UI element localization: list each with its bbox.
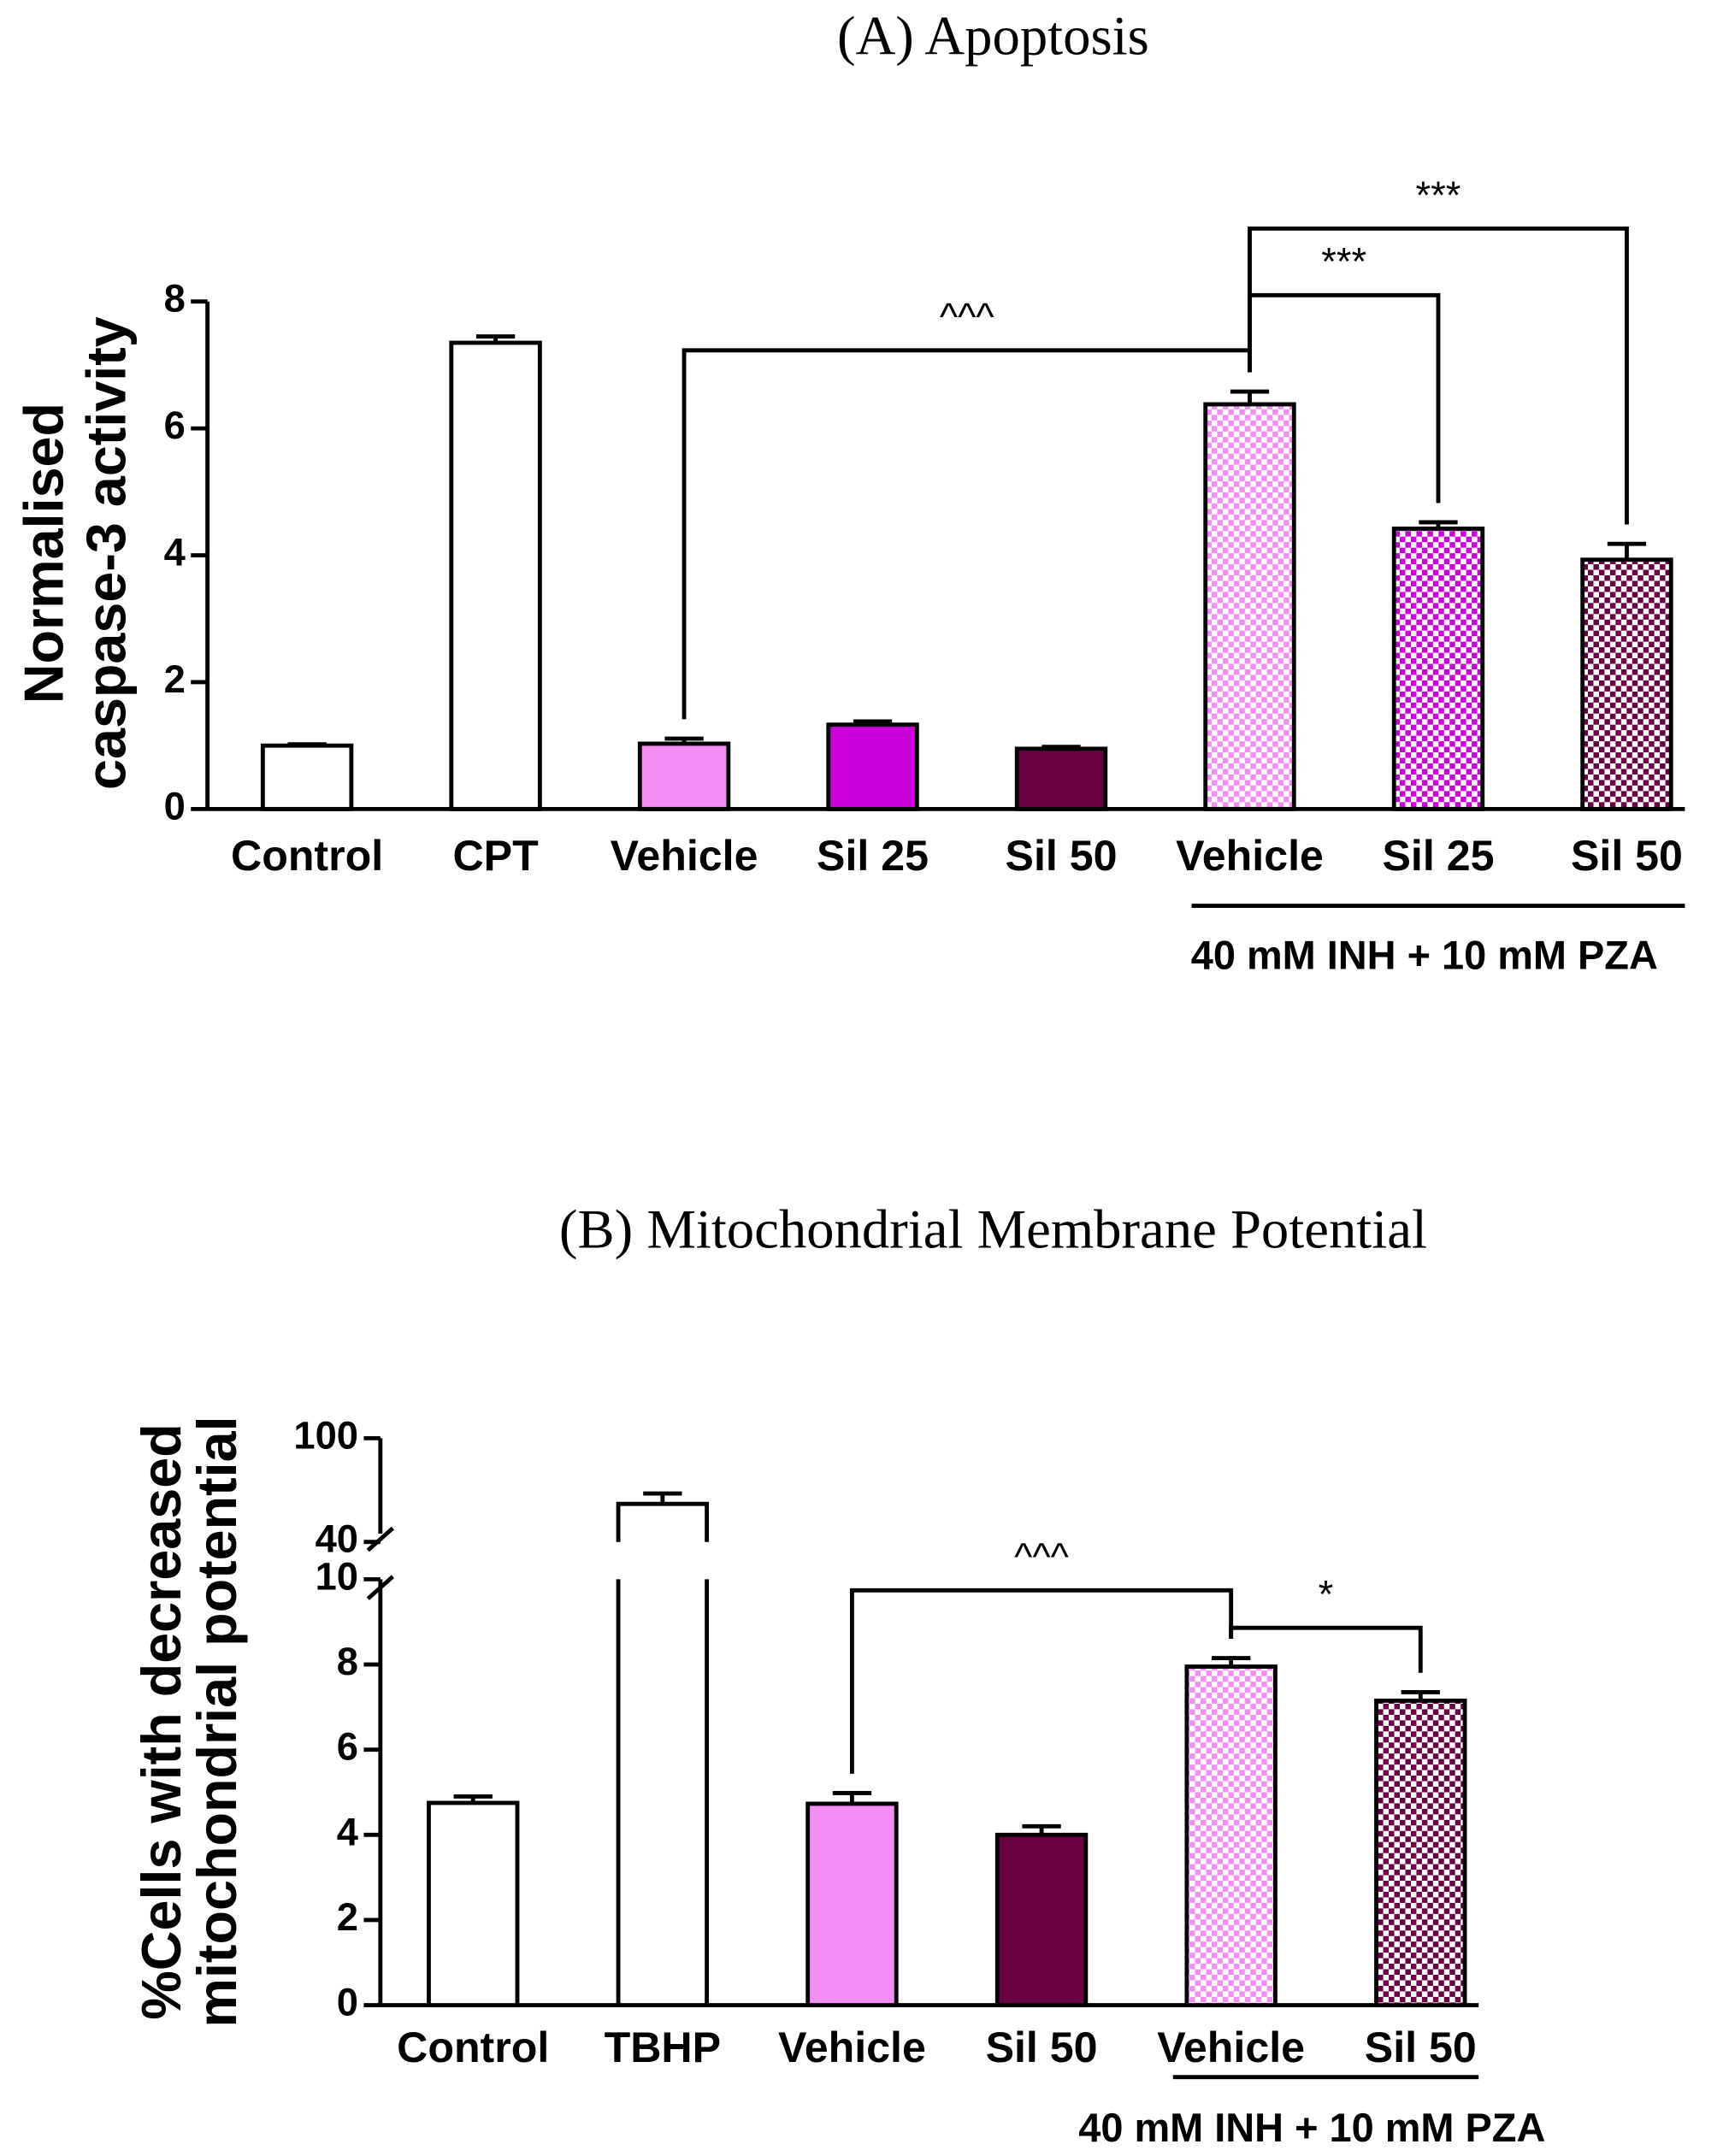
y-axis-label: mitochondrial potential: [186, 1416, 248, 2027]
significance-bracket: [850, 1588, 1234, 1774]
error-bar: [1419, 520, 1458, 529]
y-tick-label: 8: [337, 1640, 358, 1683]
bar: [1374, 1698, 1467, 2008]
error-bar: [853, 719, 893, 725]
x-tick-label: Sil 25: [1382, 832, 1494, 880]
x-tick-label: Sil 50: [1365, 2023, 1477, 2071]
axis-break: [366, 1526, 395, 1600]
x-tick-label: Vehicle: [778, 2023, 926, 2071]
y-tick-label: 100: [293, 1413, 358, 1457]
x-tick-label: Sil 50: [1006, 832, 1118, 880]
y-tick-label: 40: [316, 1517, 358, 1561]
significance-label: ^^^: [940, 295, 994, 339]
significance-label: ^^^: [1014, 1535, 1069, 1579]
error-bar: [1230, 389, 1270, 404]
y-tick-label: 10: [316, 1554, 358, 1598]
y-tick-label: 6: [164, 404, 186, 447]
y-tick-label: 6: [337, 1725, 358, 1769]
error-bar: [1401, 1689, 1440, 1701]
error-bar: [1607, 541, 1647, 560]
bar: [427, 1800, 520, 2008]
x-tick-label: TBHP: [605, 2023, 721, 2071]
significance-label: *: [1319, 1573, 1334, 1617]
x-tick-label: CPT: [452, 832, 539, 880]
y-tick-label: 4: [337, 1810, 358, 1853]
y-tick-label: 2: [164, 657, 186, 701]
bar: [994, 1832, 1089, 2008]
bar: [1203, 402, 1296, 811]
x-tick-label: Sil 50: [986, 2023, 1098, 2071]
error-bar: [643, 1491, 682, 1505]
bar: [616, 1501, 710, 1542]
x-tick-label: Vehicle: [1157, 2023, 1305, 2071]
significance-bracket: [1248, 226, 1629, 525]
chart-title: (B) Mitochondrial Membrane Potential: [559, 1198, 1427, 1259]
bar: [826, 722, 919, 811]
group-label: 40 mM INH + 10 mM PZA: [1191, 933, 1658, 977]
bar: [805, 1801, 899, 2008]
bar: [616, 1579, 710, 2006]
bar: [260, 743, 354, 811]
y-tick-label: 4: [164, 531, 186, 574]
bar: [637, 741, 731, 811]
group-label: 40 mM INH + 10 mM PZA: [1078, 2106, 1545, 2150]
significance-bracket: [682, 348, 1252, 720]
y-tick-label: 0: [337, 1981, 358, 2024]
error-bar: [832, 1791, 872, 1804]
significance-label: ***: [1416, 174, 1461, 217]
x-tick-label: Sil 50: [1571, 832, 1683, 880]
y-tick-label: 2: [337, 1895, 358, 1939]
y-axis-label: %Cells with decreased: [130, 1423, 192, 2019]
error-bar: [1042, 745, 1081, 750]
y-tick-label: 8: [164, 277, 186, 321]
x-tick-label: Control: [397, 2023, 549, 2071]
significance-label: ***: [1321, 240, 1366, 284]
y-tick-label: 0: [164, 784, 186, 828]
error-bar: [664, 736, 704, 744]
bar: [1184, 1664, 1278, 2008]
bar: [1391, 526, 1485, 811]
y-axis-label: Normalised: [13, 403, 75, 704]
x-tick-label: Vehicle: [1176, 832, 1324, 880]
significance-bracket: [1229, 1625, 1423, 1673]
x-tick-label: Sil 25: [817, 832, 929, 880]
y-axis-label: caspase-3 activity: [75, 316, 138, 790]
chart-title: (A) Apoptosis: [837, 4, 1149, 66]
error-bar: [1212, 1656, 1251, 1667]
x-tick-label: Vehicle: [611, 832, 758, 880]
error-bar: [453, 1794, 493, 1803]
bar: [1580, 557, 1673, 811]
bar: [1014, 746, 1108, 811]
error-bar: [475, 334, 516, 343]
bar: [449, 340, 542, 811]
x-tick-label: Control: [231, 832, 383, 880]
error-bar: [1022, 1823, 1061, 1835]
